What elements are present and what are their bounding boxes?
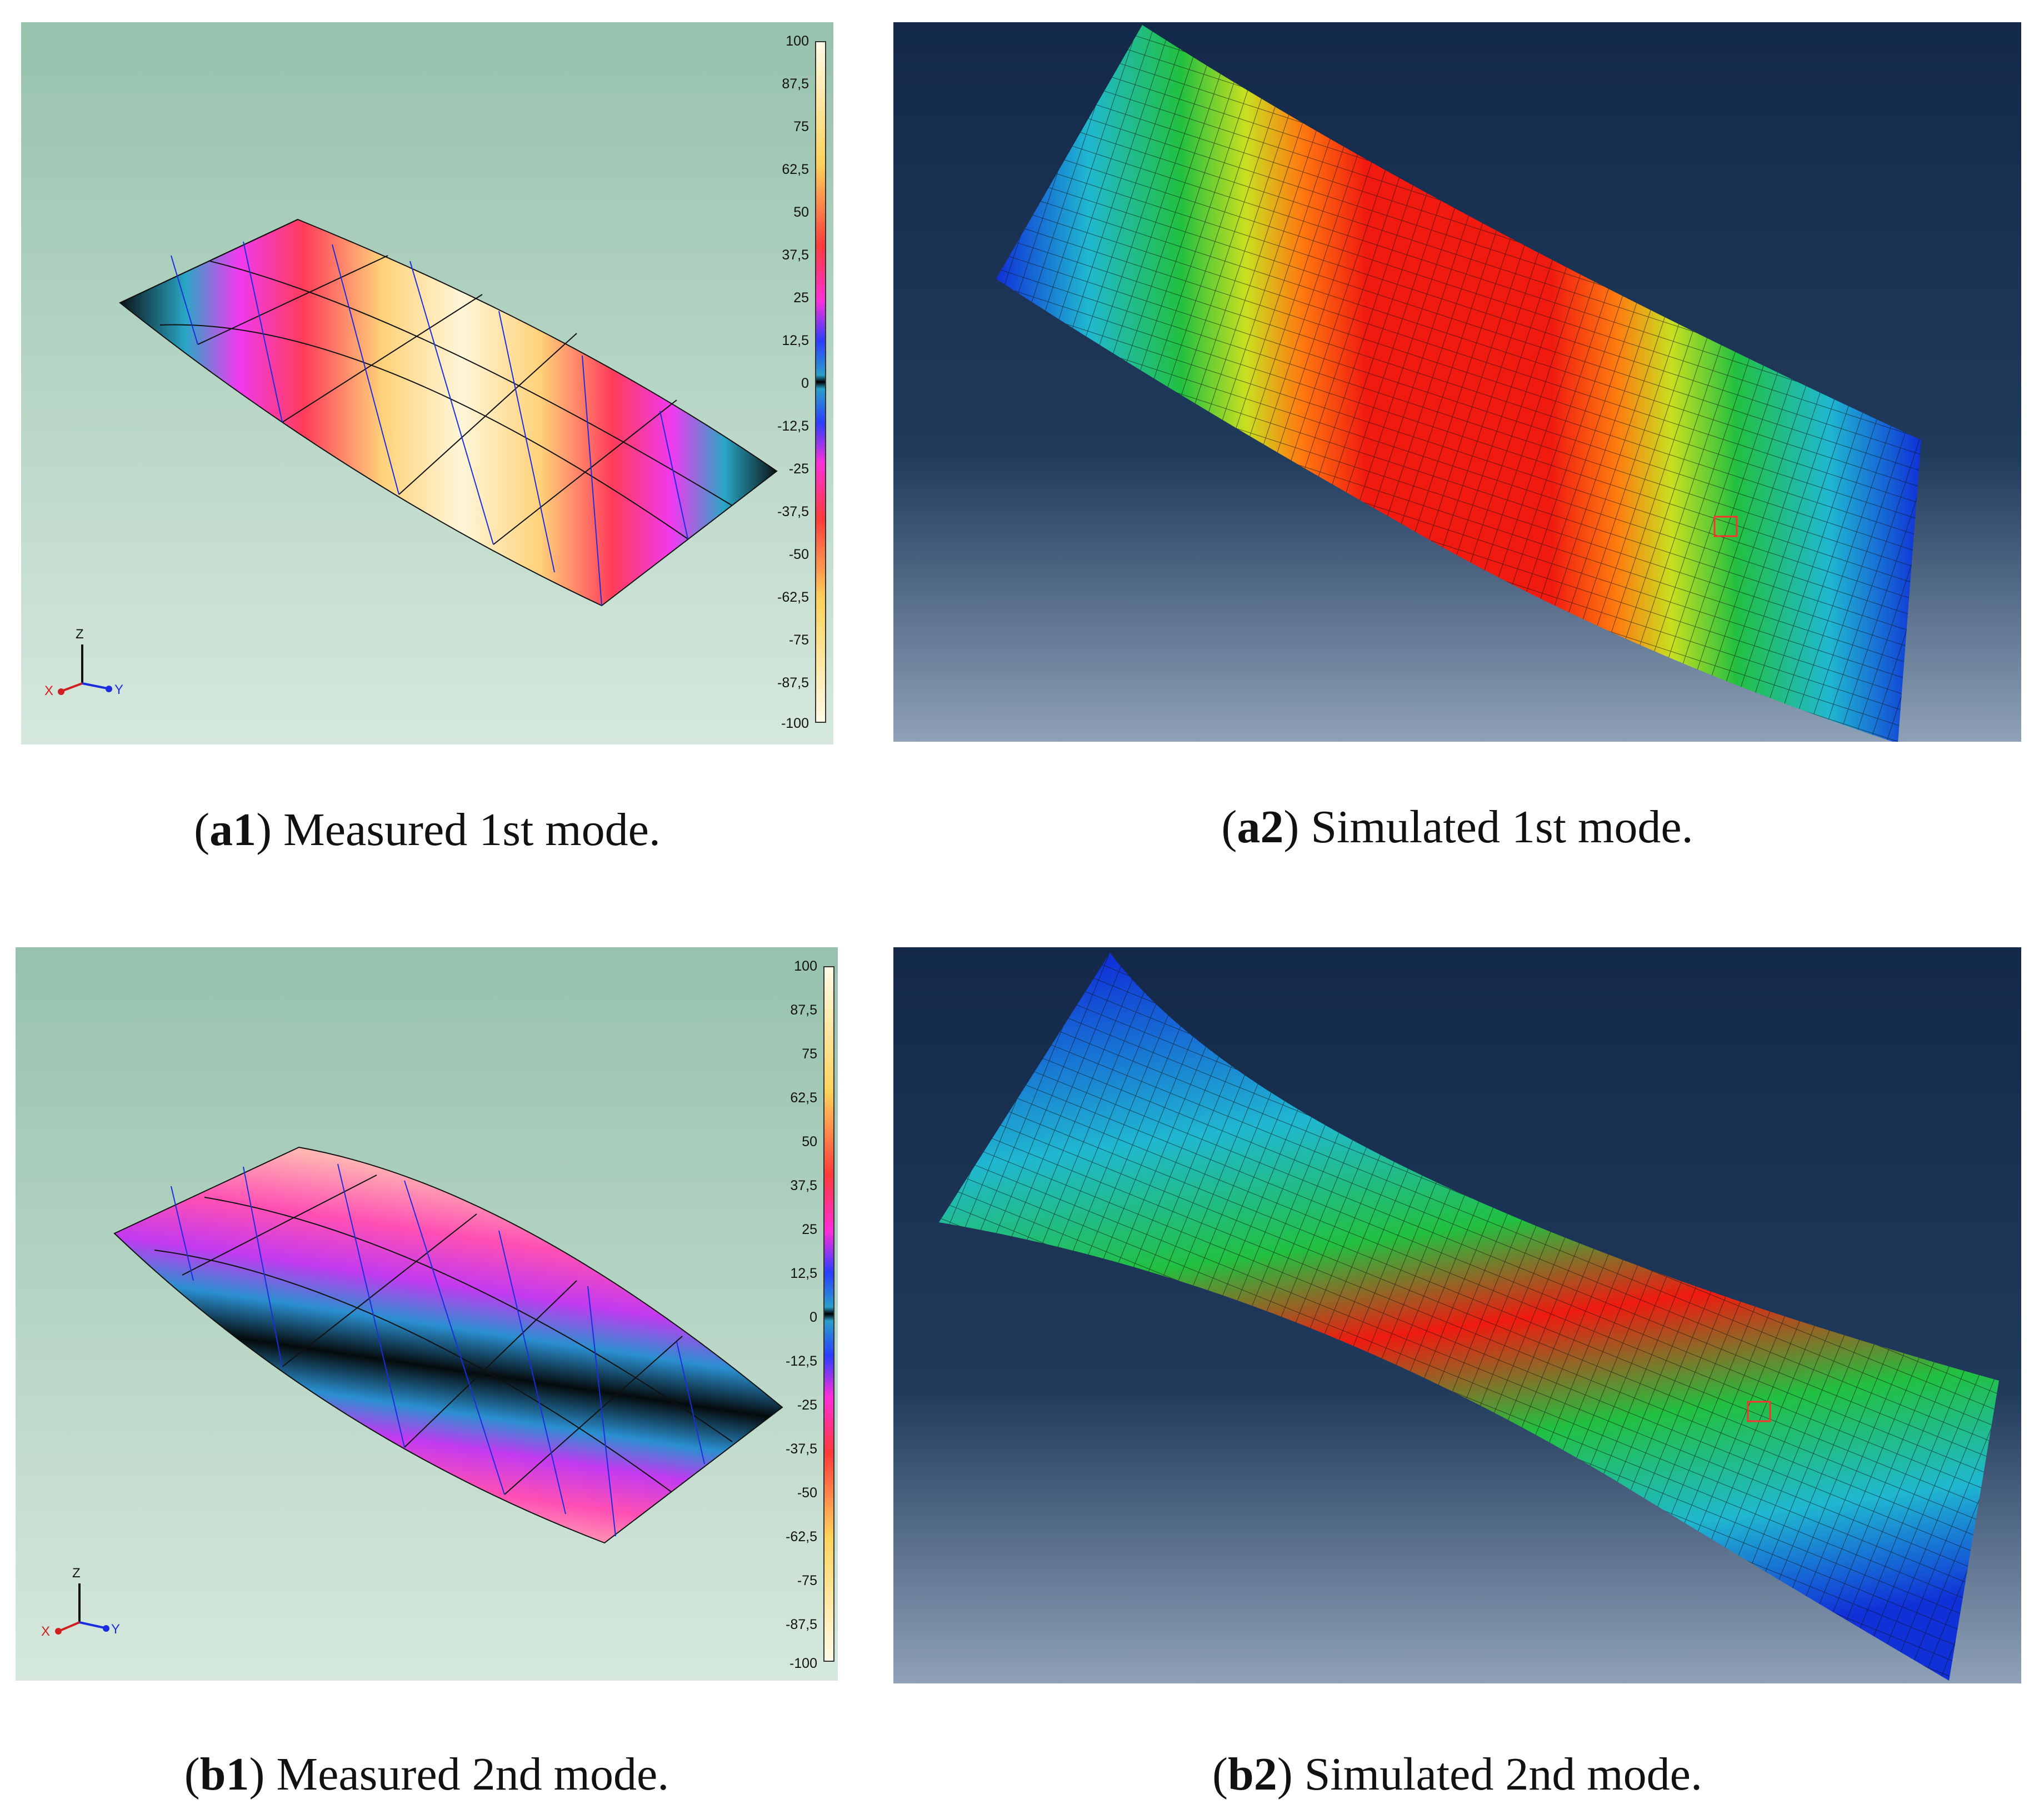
axis-z-label: Z [72, 1566, 81, 1581]
colorbar-tick: 87,5 [782, 76, 809, 92]
panel-a1-measured-1st-mode: Z X Y 100 87,5 75 62,5 50 37,5 25 12,5 0… [21, 22, 833, 744]
caption-a1: (a1) Measured 1st mode. [194, 804, 661, 856]
measured-mode-plot-b1 [16, 947, 838, 1681]
axis-triad [58, 644, 112, 695]
colorbar-tick: -25 [797, 1397, 817, 1413]
caption-a2: (a2) Simulated 1st mode. [1221, 801, 1693, 853]
colorbar-tick: 50 [793, 204, 809, 220]
colorbar-tick: 50 [802, 1134, 817, 1150]
simulated-mode-plot-a2 [893, 22, 2021, 742]
colorbar-tick: 25 [802, 1222, 817, 1237]
colorbar-tick: 100 [794, 958, 817, 974]
axis-x-label: X [44, 683, 54, 698]
colorbar-tick: -50 [797, 1485, 817, 1501]
colorbar-tick: -50 [788, 547, 809, 562]
panel-a2-simulated-1st-mode [893, 22, 2021, 742]
colorbar-tick: 12,5 [790, 1266, 817, 1281]
caption-tag: b1 [199, 1748, 249, 1800]
axis-y-label: Y [111, 1622, 121, 1637]
colorbar-tick: 75 [793, 119, 809, 134]
colorbar-tick: 12,5 [782, 333, 809, 348]
axis-x-label: X [41, 1624, 51, 1639]
plate-surface [113, 1146, 783, 1544]
colorbar-tick: -100 [789, 1656, 817, 1671]
axis-z-label: Z [76, 627, 84, 642]
axis-triad [55, 1583, 109, 1635]
colorbar-tick: 0 [809, 1310, 817, 1325]
colorbar-tick: 25 [793, 290, 809, 306]
colorbar-tick: 37,5 [790, 1178, 817, 1193]
panel-b2-simulated-2nd-mode [893, 947, 2021, 1683]
colorbar-tick: 62,5 [790, 1090, 817, 1106]
caption-tag: b2 [1228, 1748, 1277, 1800]
colorbar-tick: -87,5 [777, 675, 809, 691]
colorbar-tick: -62,5 [786, 1529, 817, 1545]
colorbar-tick: 37,5 [782, 247, 809, 263]
colorbar-tick: -100 [781, 716, 809, 731]
colorbar-tick: -75 [788, 632, 809, 648]
colorbar-tick: 100 [786, 33, 809, 49]
measured-mode-plot-a1 [21, 22, 833, 744]
panel-b1-measured-2nd-mode: Z X Y 100 87,5 75 62,5 50 37,5 25 12,5 0… [16, 947, 838, 1681]
caption-tag: a2 [1237, 801, 1284, 853]
colorbar-tick: -25 [788, 461, 809, 477]
colorbar-tick: -37,5 [777, 504, 809, 519]
axis-y-label: Y [114, 682, 124, 697]
colorbar-tick: 87,5 [790, 1002, 817, 1018]
colorbar-tick: -62,5 [777, 589, 809, 605]
colorbar-tick: 75 [802, 1046, 817, 1062]
caption-tag: a1 [209, 804, 257, 856]
colorbar-tick: -87,5 [786, 1617, 817, 1632]
colorbar-tick: 0 [801, 376, 809, 391]
colorbar-tick: -12,5 [786, 1353, 817, 1369]
caption-b1: (b1) Measured 2nd mode. [184, 1748, 669, 1800]
colorbar-tick: -75 [797, 1573, 817, 1588]
colorbar-tick: -12,5 [777, 418, 809, 434]
colorbar-tick: -37,5 [786, 1441, 817, 1457]
simulated-mode-plot-b2 [893, 947, 2021, 1683]
plate-surface [119, 218, 778, 607]
caption-b2: (b2) Simulated 2nd mode. [1212, 1748, 1702, 1800]
colorbar-tick: 62,5 [782, 162, 809, 177]
